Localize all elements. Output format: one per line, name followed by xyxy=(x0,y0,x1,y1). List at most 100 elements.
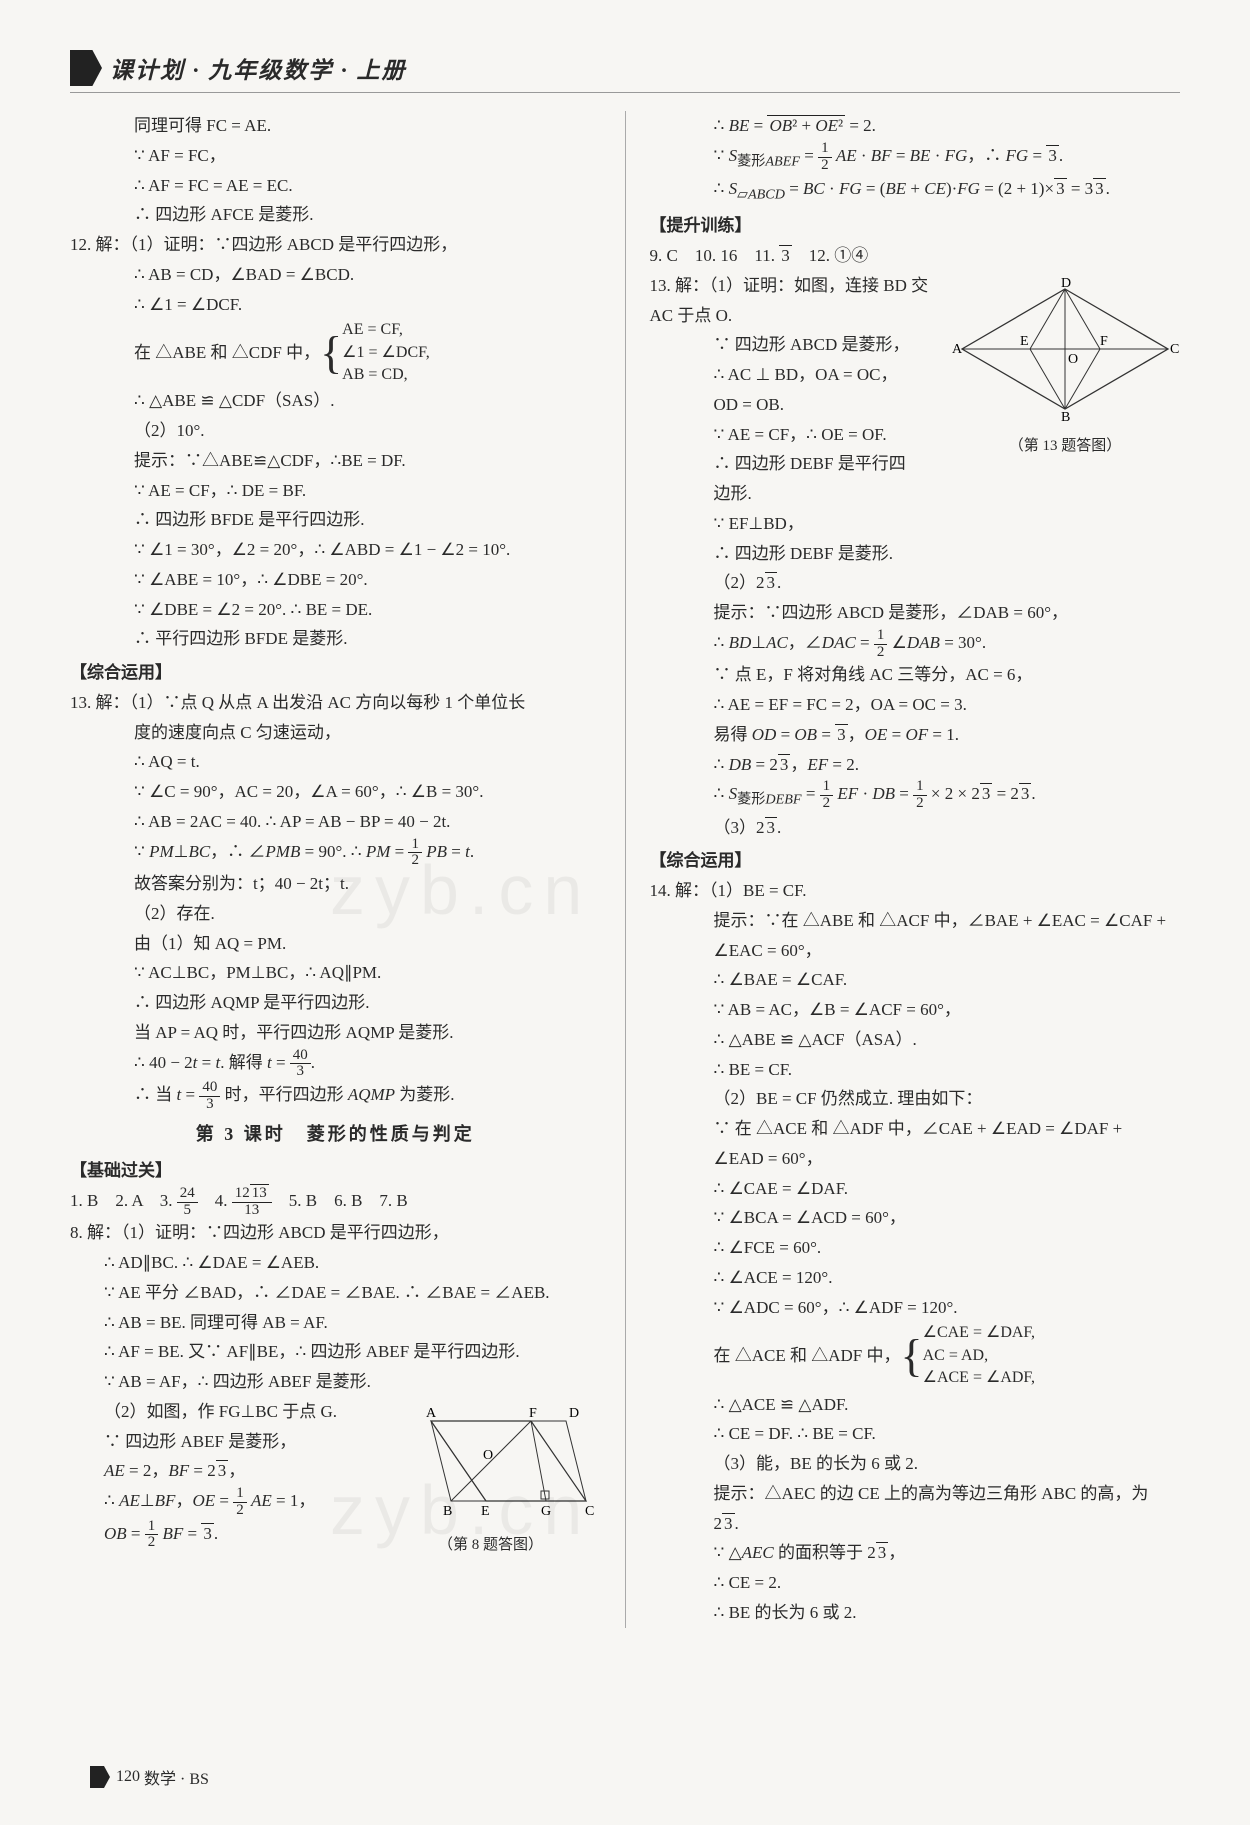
column-divider xyxy=(625,111,626,1628)
text-line: ∴ 四边形 DEBF 是菱形. xyxy=(650,539,1181,569)
lesson-title: 第 3 课时 菱形的性质与判定 xyxy=(70,1119,601,1151)
text-line: 14. 解：（1）BE = CF. xyxy=(650,876,1181,906)
svg-text:F: F xyxy=(529,1406,537,1421)
text-line: ∴ BE = CF. xyxy=(650,1055,1181,1085)
svg-text:B: B xyxy=(1061,410,1070,422)
text-line: ∴ 四边形 BFDE 是平行四边形. xyxy=(70,505,601,535)
arrow-logo-icon xyxy=(90,1766,110,1788)
svg-text:E: E xyxy=(1020,334,1029,349)
text-line: ∴ BD⊥AC，∠DAC = 12 ∠DAB = 30°. xyxy=(650,628,1181,661)
text-line: ∵ ∠DBE = ∠2 = 20°. ∴ BE = DE. xyxy=(70,595,601,625)
text-line: ∴ △ABE ≌ △CDF（SAS）. xyxy=(70,386,601,416)
text-line: 易得 OD = OB = 3，OE = OF = 1. xyxy=(650,720,1181,750)
svg-text:E: E xyxy=(481,1504,490,1519)
text-line: （2）10°. xyxy=(70,416,601,446)
text-line: ∵ AB = AF，∴ 四边形 ABEF 是菱形. xyxy=(70,1367,601,1397)
page-header: 课计划 · 九年级数学 · 上册 xyxy=(70,50,1180,93)
geometry-diagram: D A E O F C B （第 13 题答图） xyxy=(950,277,1180,460)
text-line: ∴ 当 t = 403 时，平行四边形 AQMP 为菱形. xyxy=(70,1080,601,1113)
text-line: ∴ ∠1 = ∠DCF. xyxy=(70,290,601,320)
svg-text:D: D xyxy=(1061,277,1071,291)
section-heading: 【综合运用】 xyxy=(650,846,1181,876)
text-line: （2）BE = CF 仍然成立. 理由如下： xyxy=(650,1084,1181,1114)
left-column: 同理可得 FC = AE. ∵ AF = FC， ∴ AF = FC = AE … xyxy=(70,111,601,1628)
equation-system: 在 △ABE 和 △CDF 中， { AE = CF, ∠1 = ∠DCF, A… xyxy=(70,319,601,386)
svg-text:D: D xyxy=(569,1406,579,1421)
text-line: ∵ 在 △ACE 和 △ADF 中，∠CAE + ∠EAD = ∠DAF + xyxy=(650,1114,1181,1144)
text-line: ∵ 点 E，F 将对角线 AC 三等分，AC = 6， xyxy=(650,660,1181,690)
text-line: 当 AP = AQ 时，平行四边形 AQMP 是菱形. xyxy=(70,1018,601,1048)
text-line: （3）能，BE 的长为 6 或 2. xyxy=(650,1449,1181,1479)
text-line: ∠CAE = ∠DAF, xyxy=(923,1324,1035,1341)
text-line: ∴ BE = OB² + OE² = 2. xyxy=(650,111,1181,141)
parallelogram-diagram-icon: A F D B E G C O xyxy=(381,1401,601,1521)
section-heading: 【基础过关】 xyxy=(70,1156,601,1186)
text-line: ∴ CE = DF. ∴ BE = CF. xyxy=(650,1419,1181,1449)
text-line: 13. 解：（1）∵点 Q 从点 A 出发沿 AC 方向以每秒 1 个单位长 xyxy=(70,688,601,718)
text-line: （2）存在. xyxy=(70,899,601,929)
text-line: ∠1 = ∠DCF, xyxy=(342,344,430,361)
svg-text:G: G xyxy=(541,1504,551,1519)
text-line: ∵ ∠BCA = ∠ACD = 60°， xyxy=(650,1203,1181,1233)
text-line: ∠EAC = 60°， xyxy=(650,936,1181,966)
text-line: ∵ PM⊥BC，∴ ∠PMB = 90°. ∴ PM = 12 PB = t. xyxy=(70,837,601,870)
text-line: ∴ 平行四边形 BFDE 是菱形. xyxy=(70,624,601,654)
svg-text:O: O xyxy=(483,1448,493,1463)
page-number: 120 xyxy=(116,1768,140,1786)
text-line: ∴ 四边形 AQMP 是平行四边形. xyxy=(70,988,601,1018)
text-line: ∴ △ABE ≌ △ACF（ASA）. xyxy=(650,1025,1181,1055)
text-line: ∵ AC⊥BC，PM⊥BC，∴ AQ∥PM. xyxy=(70,958,601,988)
text-line: ∴ ∠ACE = 120°. xyxy=(650,1263,1181,1293)
text-line: ∴ AB = CD，∠BAD = ∠BCD. xyxy=(70,260,601,290)
text-line: ∴ ∠CAE = ∠DAF. xyxy=(650,1174,1181,1204)
svg-text:C: C xyxy=(585,1504,594,1519)
text-line: ∵ AF = FC， xyxy=(70,141,601,171)
text-line: ∴ AE = EF = FC = 2，OA = OC = 3. xyxy=(650,690,1181,720)
text-line: ∴ △ACE ≌ △ADF. xyxy=(650,1390,1181,1420)
text-line: ∴ AB = 2AC = 40. ∴ AP = AB − BP = 40 − 2… xyxy=(70,807,601,837)
content-columns: 同理可得 FC = AE. ∵ AF = FC， ∴ AF = FC = AE … xyxy=(70,111,1180,1628)
svg-text:O: O xyxy=(1068,352,1078,367)
text-line: ∵ ∠ADC = 60°，∴ ∠ADF = 120°. xyxy=(650,1293,1181,1323)
svg-text:B: B xyxy=(443,1504,452,1519)
text-line: 提示：∵四边形 ABCD 是菱形，∠DAB = 60°， xyxy=(650,598,1181,628)
page-footer: 120 数学 · BS xyxy=(90,1765,209,1789)
text-line: ∵ ∠C = 90°，AC = 20，∠A = 60°，∴ ∠B = 30°. xyxy=(70,777,601,807)
svg-text:A: A xyxy=(952,342,963,357)
text-line: AC = AD, xyxy=(923,1347,988,1364)
text-line: ∴ AF = FC = AE = EC. xyxy=(70,171,601,201)
subject-label: 数学 · BS xyxy=(144,1765,209,1789)
text-line: ∴ AF = BE. 又∵ AF∥BE，∴ 四边形 ABEF 是平行四边形. xyxy=(70,1337,601,1367)
diagram-caption: （第 13 题答图） xyxy=(950,433,1180,459)
equation-system: 在 △ACE 和 △ADF 中， { ∠CAE = ∠DAF, AC = AD,… xyxy=(650,1322,1181,1389)
text-line: ∴ S菱形DEBF = 12 EF · DB = 12 × 2 × 23 = 2… xyxy=(650,779,1181,812)
text-line: 在 △ABE 和 △CDF 中， xyxy=(134,338,320,368)
text-line: ∴ 40 − 2t = t. 解得 t = 403. xyxy=(70,1048,601,1081)
text-line: 提示：△AEC 的边 CE 上的高为等边三角形 ABC 的高，为 xyxy=(650,1479,1181,1509)
text-line: ∠EAD = 60°， xyxy=(650,1144,1181,1174)
answer-line: 9. C 10. 16 11. 3 12. ①④ xyxy=(650,241,1181,271)
text-line: ∴ BE 的长为 6 或 2. xyxy=(650,1598,1181,1628)
text-line: ∵ AE 平分 ∠BAD，∴ ∠DAE = ∠BAE. ∴ ∠BAE = ∠AE… xyxy=(70,1278,601,1308)
text-line: ∴ 四边形 AFCE 是菱形. xyxy=(70,200,601,230)
text-line: 提示：∵在 △ABE 和 △ACF 中，∠BAE + ∠EAC = ∠CAF + xyxy=(650,906,1181,936)
svg-text:A: A xyxy=(426,1406,437,1421)
text-line: ∵ △AEC 的面积等于 23， xyxy=(650,1538,1181,1568)
text-line: AB = CD, xyxy=(342,366,407,383)
diagram-caption: （第 8 题答图） xyxy=(381,1532,601,1558)
text-line: 提示：∵△ABE≌△CDF，∴BE = DF. xyxy=(70,446,601,476)
text-line: ∵ EF⊥BD， xyxy=(650,509,1181,539)
right-column: ∴ BE = OB² + OE² = 2. ∵ S菱形ABEF = 12 AE … xyxy=(650,111,1181,1628)
text-line: （2）23. xyxy=(650,568,1181,598)
text-line: 度的速度向点 C 匀速运动， xyxy=(70,718,601,748)
text-line: ∵ ∠1 = 30°，∠2 = 20°，∴ ∠ABD = ∠1 − ∠2 = 1… xyxy=(70,535,601,565)
svg-text:F: F xyxy=(1100,334,1108,349)
text-line: ∵ ∠ABE = 10°，∴ ∠DBE = 20°. xyxy=(70,565,601,595)
text-line: ∴ CE = 2. xyxy=(650,1568,1181,1598)
svg-text:C: C xyxy=(1170,342,1179,357)
section-heading: 【提升训练】 xyxy=(650,211,1181,241)
text-line: ∴ DB = 23，EF = 2. xyxy=(650,750,1181,780)
text-line: 由（1）知 AQ = PM. xyxy=(70,929,601,959)
section-heading: 【综合运用】 xyxy=(70,658,601,688)
text-line: ∴ AQ = t. xyxy=(70,747,601,777)
